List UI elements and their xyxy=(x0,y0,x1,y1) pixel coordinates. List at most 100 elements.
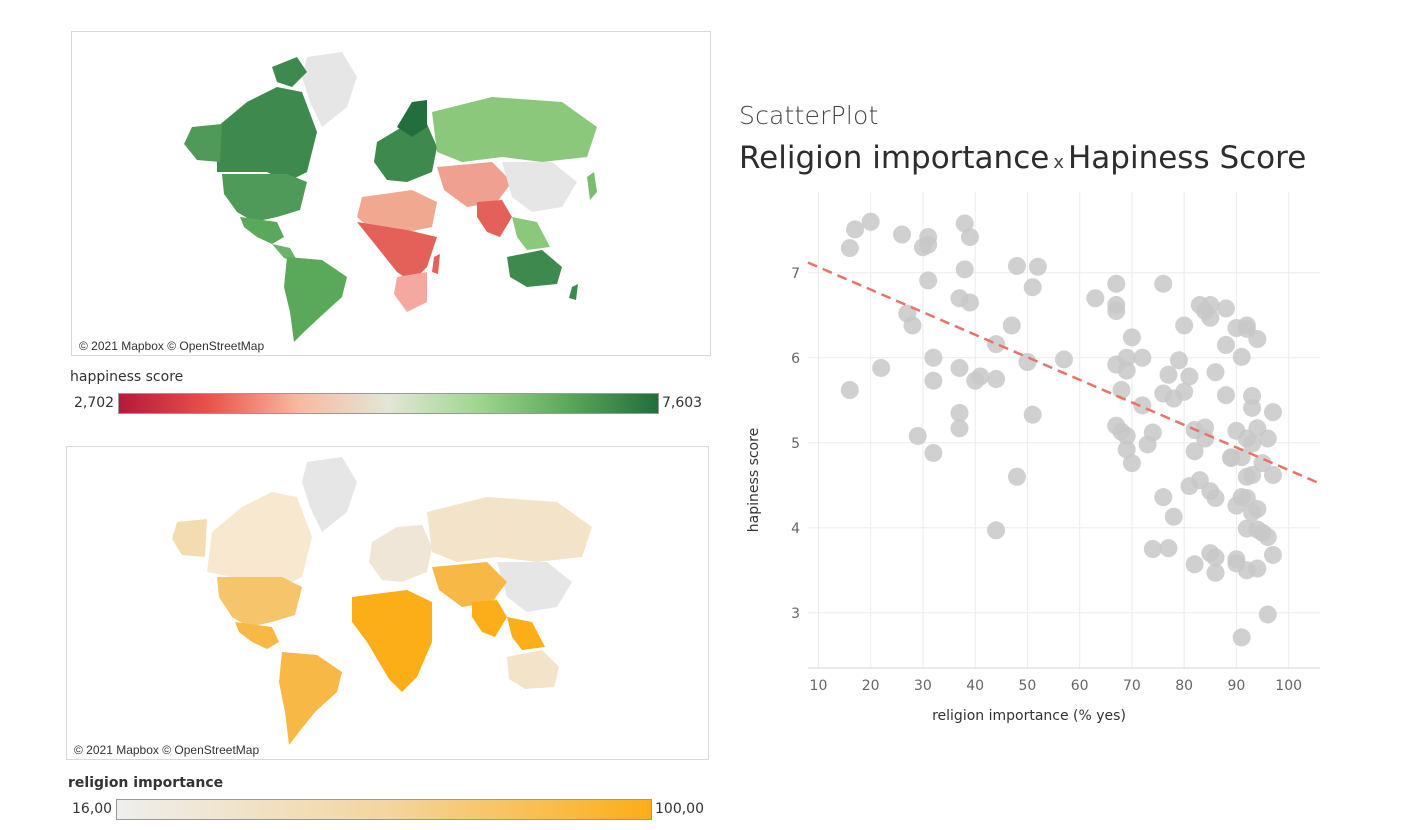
scatter-point[interactable] xyxy=(1169,351,1188,370)
scatter-point[interactable] xyxy=(924,371,943,390)
map-region-europe[interactable] xyxy=(369,525,432,582)
map-region-north-africa[interactable] xyxy=(357,190,437,232)
scatter-point[interactable] xyxy=(960,293,979,312)
scatter-point[interactable] xyxy=(1263,403,1282,422)
scatter-point[interactable] xyxy=(1243,434,1262,453)
scatter-point[interactable] xyxy=(1143,423,1162,442)
map-region-south-america[interactable] xyxy=(279,652,342,745)
scatter-point[interactable] xyxy=(1248,330,1267,349)
scatter-point[interactable] xyxy=(950,358,969,377)
scatter-point[interactable] xyxy=(903,316,922,335)
map-region-south-america[interactable] xyxy=(284,257,347,342)
scatter-point[interactable] xyxy=(924,348,943,367)
map-region-mexico[interactable] xyxy=(240,217,284,244)
scatter-point[interactable] xyxy=(1112,381,1131,400)
map-region-southeast-asia[interactable] xyxy=(507,617,545,650)
scatter-point[interactable] xyxy=(1248,559,1267,578)
scatter-point[interactable] xyxy=(1216,386,1235,405)
scatter-point[interactable] xyxy=(846,220,865,239)
scatter-point[interactable] xyxy=(1107,302,1126,320)
scatter-point[interactable] xyxy=(1206,563,1225,582)
scatter-point[interactable] xyxy=(840,381,859,400)
scatter-point[interactable] xyxy=(1243,398,1262,417)
scatter-point[interactable] xyxy=(924,443,943,462)
scatter-point[interactable] xyxy=(1180,367,1199,386)
map-region-middle-east[interactable] xyxy=(432,562,507,607)
scatter-point[interactable] xyxy=(1206,548,1225,567)
scatter-point[interactable] xyxy=(1258,429,1277,448)
map-region-russia[interactable] xyxy=(427,497,592,562)
scatter-point[interactable] xyxy=(1028,257,1047,276)
scatter-point[interactable] xyxy=(1122,454,1141,473)
scatter-point[interactable] xyxy=(908,426,927,445)
map-region-scandinavia[interactable] xyxy=(397,100,427,137)
scatter-point[interactable] xyxy=(1154,488,1173,507)
scatter-point[interactable] xyxy=(1248,500,1267,519)
map-region-madagascar[interactable] xyxy=(432,254,440,274)
map-region-greenland[interactable] xyxy=(302,457,357,532)
scatter-point[interactable] xyxy=(1107,274,1126,293)
scatter-plot[interactable]: 10 20 30 40 50 60 70 80 90 100 3 4 5 6 7 religion impor… xyxy=(740,180,1340,740)
scatter-point[interactable] xyxy=(1164,507,1183,526)
scatter-point[interactable] xyxy=(955,260,974,279)
scatter-point[interactable] xyxy=(955,214,974,233)
scatter-point[interactable] xyxy=(950,404,969,422)
map-attribution[interactable]: © 2021 Mapbox © OpenStreetMap xyxy=(72,743,262,757)
scatter-point[interactable] xyxy=(1253,454,1272,473)
scatter-point[interactable] xyxy=(1007,467,1026,486)
map-region-greenland[interactable] xyxy=(302,52,357,127)
scatter-point[interactable] xyxy=(1018,353,1037,371)
map-region-alaska[interactable] xyxy=(184,124,222,162)
map-attribution[interactable]: © 2021 Mapbox © OpenStreetMap xyxy=(77,339,267,353)
scatter-point[interactable] xyxy=(861,212,880,231)
scatter-point[interactable] xyxy=(1023,278,1042,297)
map-region-south-asia[interactable] xyxy=(472,600,507,637)
scatter-point[interactable] xyxy=(1232,448,1251,467)
scatter-point[interactable] xyxy=(1206,489,1225,507)
scatter-point[interactable] xyxy=(1232,628,1251,647)
scatter-point[interactable] xyxy=(1196,429,1215,448)
scatter-point[interactable] xyxy=(1159,539,1178,558)
map-region-southern-africa[interactable] xyxy=(394,272,427,312)
map-region-alaska[interactable] xyxy=(172,519,207,557)
map-region-canada[interactable] xyxy=(207,492,312,587)
map-region-southeast-asia[interactable] xyxy=(512,217,550,250)
map-region-africa[interactable] xyxy=(352,590,432,692)
map-region-china[interactable] xyxy=(502,162,577,212)
scatter-point[interactable] xyxy=(1216,336,1235,354)
scatter-point[interactable] xyxy=(1002,316,1021,335)
map-region-europe[interactable] xyxy=(374,124,437,182)
scatter-point[interactable] xyxy=(919,271,938,290)
scatter-point[interactable] xyxy=(1185,442,1204,461)
map-region-new-zealand[interactable] xyxy=(569,284,578,300)
map-region-australia[interactable] xyxy=(507,250,562,287)
map-region-china[interactable] xyxy=(497,562,572,612)
scatter-point[interactable] xyxy=(1023,405,1042,424)
scatter-point[interactable] xyxy=(1206,363,1225,382)
scatter-point[interactable] xyxy=(1243,466,1262,485)
scatter-point[interactable] xyxy=(1122,328,1141,347)
map-region-usa[interactable] xyxy=(222,174,307,222)
scatter-point[interactable] xyxy=(1201,296,1220,315)
map-region-usa[interactable] xyxy=(217,577,302,627)
map-region-japan[interactable] xyxy=(587,172,597,200)
trend-line[interactable] xyxy=(807,261,1321,485)
map-region-south-asia[interactable] xyxy=(477,200,512,237)
scatter-point[interactable] xyxy=(987,521,1006,540)
map-region-mexico[interactable] xyxy=(235,622,279,649)
scatter-point[interactable] xyxy=(987,370,1006,388)
scatter-point[interactable] xyxy=(1154,274,1173,293)
scatter-point[interactable] xyxy=(840,239,859,258)
happiness-map[interactable]: © 2021 Mapbox © OpenStreetMap xyxy=(71,31,711,356)
scatter-point[interactable] xyxy=(1263,545,1282,564)
scatter-point[interactable] xyxy=(1086,289,1105,308)
map-region-australia[interactable] xyxy=(507,650,559,689)
scatter-point[interactable] xyxy=(1007,256,1026,275)
scatter-point[interactable] xyxy=(1055,350,1073,369)
scatter-point[interactable] xyxy=(1117,361,1136,380)
map-region-arctic-islands[interactable] xyxy=(272,57,307,87)
scatter-point[interactable] xyxy=(893,225,912,244)
map-region-russia[interactable] xyxy=(432,97,597,162)
scatter-point[interactable] xyxy=(950,419,969,438)
scatter-point[interactable] xyxy=(1117,440,1136,459)
